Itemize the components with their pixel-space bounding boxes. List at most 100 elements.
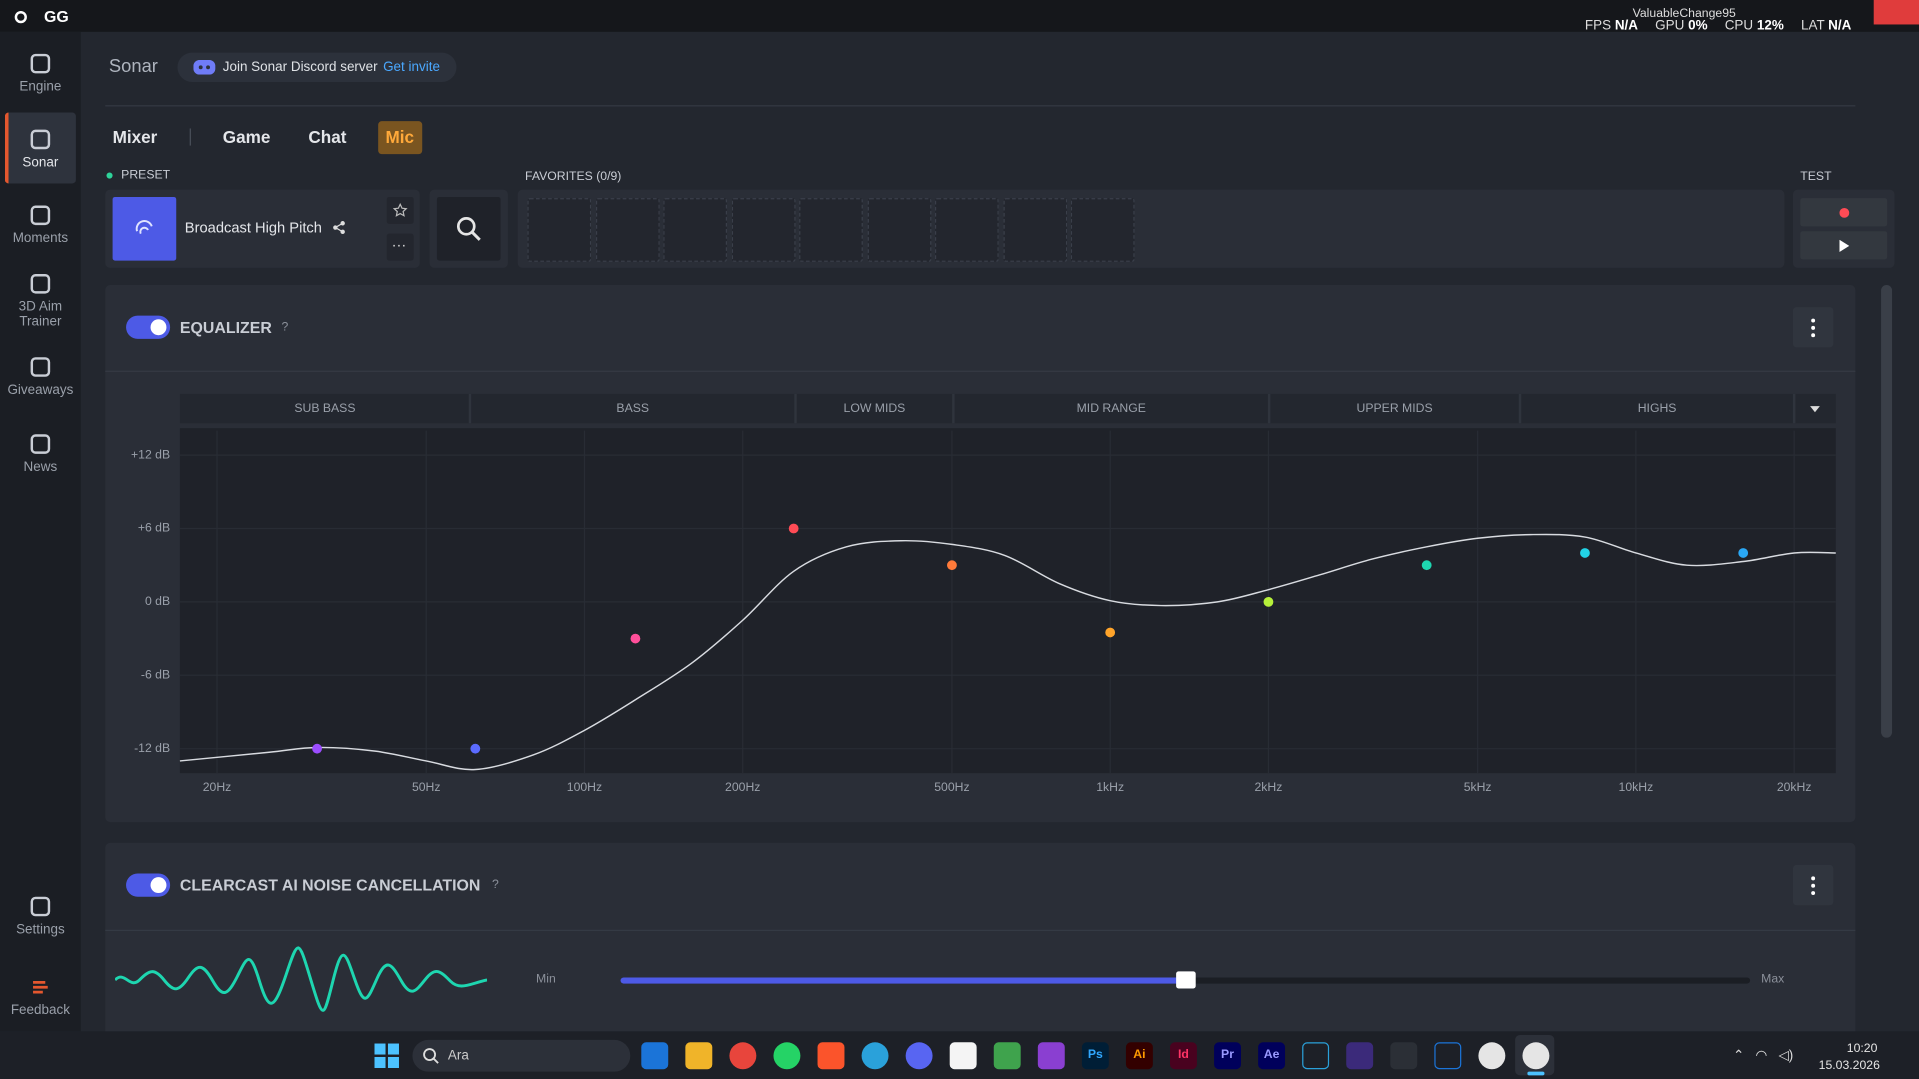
- nav-icon: [30, 274, 51, 294]
- page-title: Sonar: [108, 56, 158, 78]
- search-button[interactable]: [436, 196, 501, 261]
- taskbar-app[interactable]: [905, 1042, 933, 1070]
- search-box[interactable]: [412, 1039, 631, 1072]
- tab[interactable]: Mixer: [112, 127, 158, 147]
- tab[interactable]: Chat: [308, 127, 347, 147]
- toggle-knob: [150, 319, 167, 336]
- taskbar-app[interactable]: [1478, 1042, 1506, 1070]
- nav-label: Feedback: [10, 1003, 70, 1018]
- discord-text: Join Sonar Discord server: [222, 59, 378, 75]
- band-label: HIGHS: [1638, 401, 1677, 415]
- taskbar-app[interactable]: [993, 1042, 1021, 1070]
- favorite-slot[interactable]: [731, 198, 796, 262]
- favorite-slot[interactable]: [867, 198, 932, 262]
- taskbar-app[interactable]: [1434, 1042, 1462, 1070]
- tab-active[interactable]: Mic: [385, 127, 415, 147]
- eq-point[interactable]: [312, 743, 322, 754]
- favorite-slot[interactable]: [799, 198, 863, 262]
- taskbar-app[interactable]: [1390, 1042, 1418, 1070]
- kebab-icon: [1811, 876, 1816, 896]
- app-name: GG: [44, 7, 69, 26]
- stat-value: N/A: [1614, 18, 1639, 34]
- stat-value: 12%: [1756, 18, 1784, 34]
- taskbar-app[interactable]: Ae: [1258, 1042, 1286, 1070]
- stat-label: FPS: [1584, 18, 1612, 34]
- taskbar-app[interactable]: Ai: [1125, 1042, 1153, 1070]
- nav-item[interactable]: Giveaways: [5, 355, 76, 398]
- favorite-slot[interactable]: [527, 198, 592, 262]
- preset-icon: [112, 196, 177, 261]
- start-button[interactable]: [374, 1043, 399, 1068]
- favorite-slot[interactable]: [663, 198, 727, 262]
- taskbar-app[interactable]: [773, 1042, 801, 1070]
- favorite-slot[interactable]: [596, 198, 660, 262]
- more-button[interactable]: [386, 233, 414, 261]
- x-tick-label: 100Hz: [567, 780, 602, 794]
- band-label: LOW MIDS: [844, 401, 906, 415]
- taskbar-app[interactable]: [817, 1042, 845, 1070]
- play-icon: [1839, 239, 1850, 253]
- taskbar-app[interactable]: [1522, 1042, 1550, 1070]
- band-label: UPPER MIDS: [1357, 401, 1433, 415]
- stat-label: CPU: [1724, 18, 1754, 34]
- active-indicator: [1527, 1071, 1545, 1076]
- clearcast-panel: [105, 842, 1856, 1039]
- preset-name[interactable]: Broadcast High Pitch: [184, 218, 322, 237]
- y-tick-label: +6 dB: [138, 521, 170, 535]
- favorite-slot[interactable]: [1003, 198, 1068, 262]
- stats: FPS N/A GPU 0% CPU 12% LAT N/A: [1585, 18, 1851, 33]
- favorite-slot[interactable]: [1070, 198, 1135, 262]
- taskbar-app[interactable]: [685, 1042, 713, 1070]
- taskbar-app[interactable]: [861, 1042, 889, 1070]
- favorite-button[interactable]: [386, 196, 414, 224]
- nav-item[interactable]: 3D Aim Trainer: [5, 272, 76, 329]
- taskbar-app[interactable]: Id: [1170, 1042, 1197, 1070]
- close-button[interactable]: [1873, 0, 1919, 25]
- search-text: Ara: [447, 1048, 469, 1064]
- slider-fill: [620, 977, 1186, 984]
- eq-point[interactable]: [630, 633, 641, 644]
- nav-item[interactable]: News: [5, 432, 76, 475]
- min-label: Min: [536, 972, 556, 987]
- nav-item[interactable]: Sonar: [5, 127, 76, 170]
- nav-item[interactable]: Moments: [5, 203, 76, 246]
- eq-point[interactable]: [470, 743, 481, 754]
- slider-thumb[interactable]: [1175, 971, 1196, 989]
- x-tick-label: 1kHz: [1096, 780, 1124, 794]
- taskbar-app[interactable]: [1346, 1042, 1374, 1070]
- taskbar-app[interactable]: [729, 1042, 757, 1070]
- help[interactable]: ?: [491, 878, 499, 892]
- taskbar-app[interactable]: [1037, 1042, 1065, 1070]
- discord-pill[interactable]: [177, 52, 457, 82]
- band-label: MID RANGE: [1077, 401, 1146, 415]
- tab-divider: [189, 128, 191, 146]
- eq-point[interactable]: [1421, 560, 1432, 571]
- tray-icons[interactable]: ⌃ ◠ ◁): [1732, 1048, 1794, 1064]
- eq-point[interactable]: [1738, 548, 1749, 558]
- nav-item[interactable]: Engine: [5, 51, 76, 94]
- eq-point[interactable]: [1580, 548, 1590, 558]
- taskbar-app[interactable]: [641, 1042, 669, 1070]
- favorite-slot[interactable]: [935, 198, 999, 262]
- eq-point[interactable]: [1105, 627, 1116, 638]
- eq-point[interactable]: [1263, 596, 1274, 607]
- divider: [105, 370, 1856, 372]
- nav-item[interactable]: Feedback: [5, 975, 76, 1018]
- nav-item[interactable]: Settings: [5, 894, 76, 937]
- discord-invite[interactable]: Get invite: [383, 59, 440, 75]
- eq-point[interactable]: [947, 560, 957, 571]
- eq-point[interactable]: [788, 523, 799, 534]
- taskbar-app[interactable]: Ps: [1081, 1042, 1109, 1070]
- preset-glyph: [135, 220, 153, 235]
- taskbar-app[interactable]: [1302, 1042, 1330, 1070]
- help[interactable]: ?: [281, 320, 289, 334]
- taskbar-app[interactable]: Pr: [1214, 1042, 1241, 1070]
- tab[interactable]: Game: [222, 127, 271, 147]
- nav-icon: [30, 357, 51, 377]
- taskbar-app[interactable]: [949, 1042, 977, 1070]
- stat-value: 0%: [1688, 18, 1708, 34]
- share-icon[interactable]: [332, 220, 347, 235]
- scrollbar[interactable]: [1881, 285, 1893, 738]
